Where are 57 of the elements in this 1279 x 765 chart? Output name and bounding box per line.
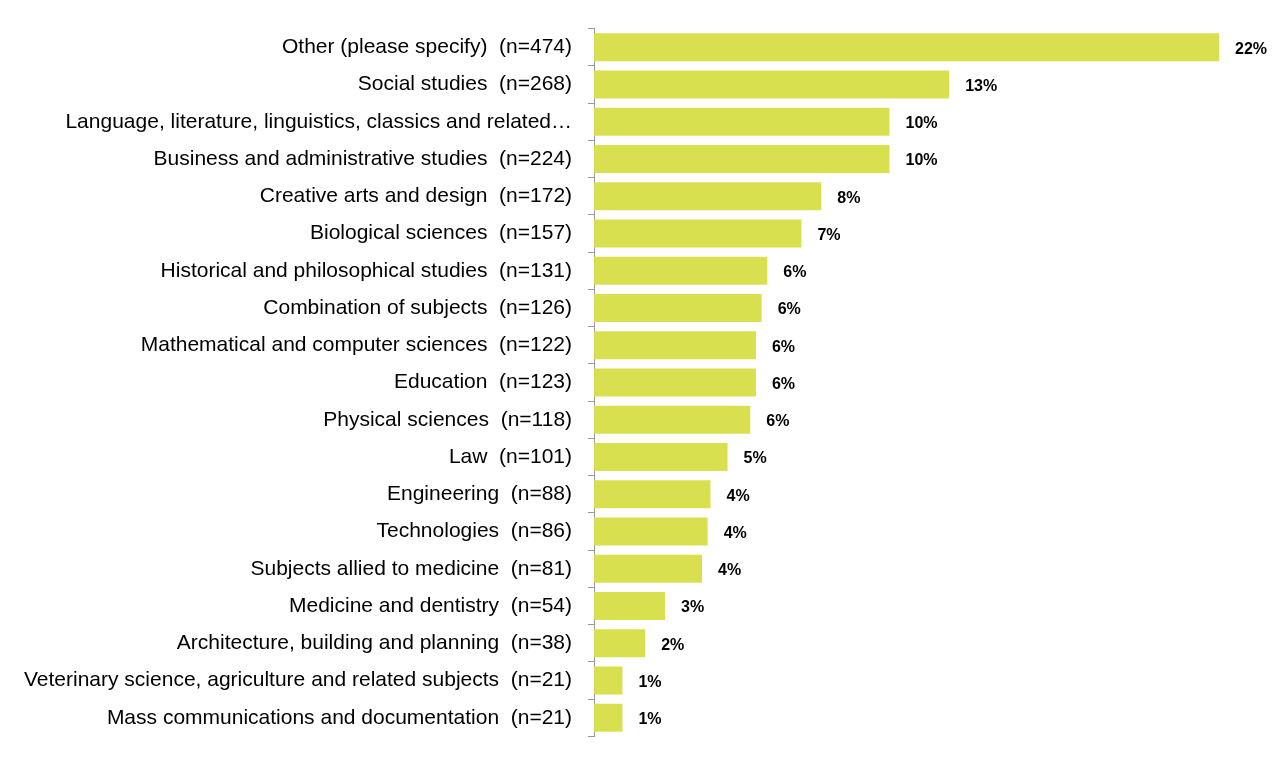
bar <box>594 368 756 397</box>
data-label: 10% <box>905 151 938 169</box>
y-tick-label: Business and administrative studies (n=224) <box>153 145 573 169</box>
bar <box>594 107 890 136</box>
y-tick-label: Other (please specify) (n=474) <box>281 34 573 58</box>
bar <box>594 554 702 583</box>
data-label: 7% <box>817 225 841 243</box>
data-label: 6% <box>777 300 801 318</box>
bar <box>594 405 751 434</box>
bar <box>594 480 711 509</box>
bar <box>594 592 666 620</box>
bar <box>594 703 623 732</box>
data-label: 6% <box>783 263 807 281</box>
data-label: 2% <box>661 635 685 653</box>
data-label: 6% <box>771 337 796 355</box>
y-tick-label: Combination of subjects (n=126) <box>263 294 573 318</box>
bar <box>594 70 950 99</box>
y-tick-label: Law (n=101) <box>448 443 573 467</box>
y-tick-label: Mass communications and documentation (n=21) <box>106 704 573 728</box>
bar <box>594 256 768 285</box>
data-label: 3% <box>681 598 705 616</box>
data-label: 10% <box>905 114 938 132</box>
bar <box>594 666 623 695</box>
y-tick-label: Medicine and dentistry (n=54) <box>288 592 573 616</box>
y-tick-label: Education (n=123) <box>394 369 573 393</box>
y-tick-label: Social studies (n=268) <box>357 71 573 95</box>
y-tick-label: Technologies (n=86) <box>376 518 573 542</box>
y-tick-label: Mathematical and computer sciences (n=122) <box>140 332 573 356</box>
y-tick-label: Biological sciences (n=157) <box>309 220 573 244</box>
bar <box>594 517 708 546</box>
data-label: 1% <box>638 672 662 690</box>
data-label: 4% <box>726 486 750 504</box>
data-label: 4% <box>718 561 742 579</box>
y-tick-label: Physical sciences (n=118) <box>323 406 573 430</box>
y-tick-label: Veterinary science, agriculture and related subjects (n=21) <box>23 667 573 691</box>
y-tick-label: Language, literature, linguistics, classics and related… <box>65 108 573 132</box>
y-tick-label: Architecture, building and planning (n=38) <box>176 630 573 654</box>
y-tick-label: Engineering (n=88) <box>387 481 573 505</box>
bar <box>594 331 756 360</box>
bar <box>594 443 728 471</box>
bar <box>594 182 822 211</box>
bar <box>594 294 762 322</box>
data-label: 6% <box>766 412 790 430</box>
data-label: 22% <box>1235 39 1268 57</box>
data-label: 13% <box>965 76 998 94</box>
data-label: 1% <box>638 710 662 728</box>
data-label: 5% <box>743 449 767 467</box>
data-label: 6% <box>771 374 796 392</box>
bar <box>594 145 890 173</box>
y-tick-label: Historical and philosophical studies (n=131) <box>160 257 573 281</box>
bar <box>594 629 646 658</box>
data-label: 8% <box>837 188 861 206</box>
y-tick-label: Subjects allied to medicine (n=81) <box>250 555 573 579</box>
y-tick-label: Creative arts and design (n=172) <box>259 183 573 207</box>
bar <box>594 33 1219 62</box>
data-label: 4% <box>723 523 747 541</box>
bar <box>594 219 802 248</box>
